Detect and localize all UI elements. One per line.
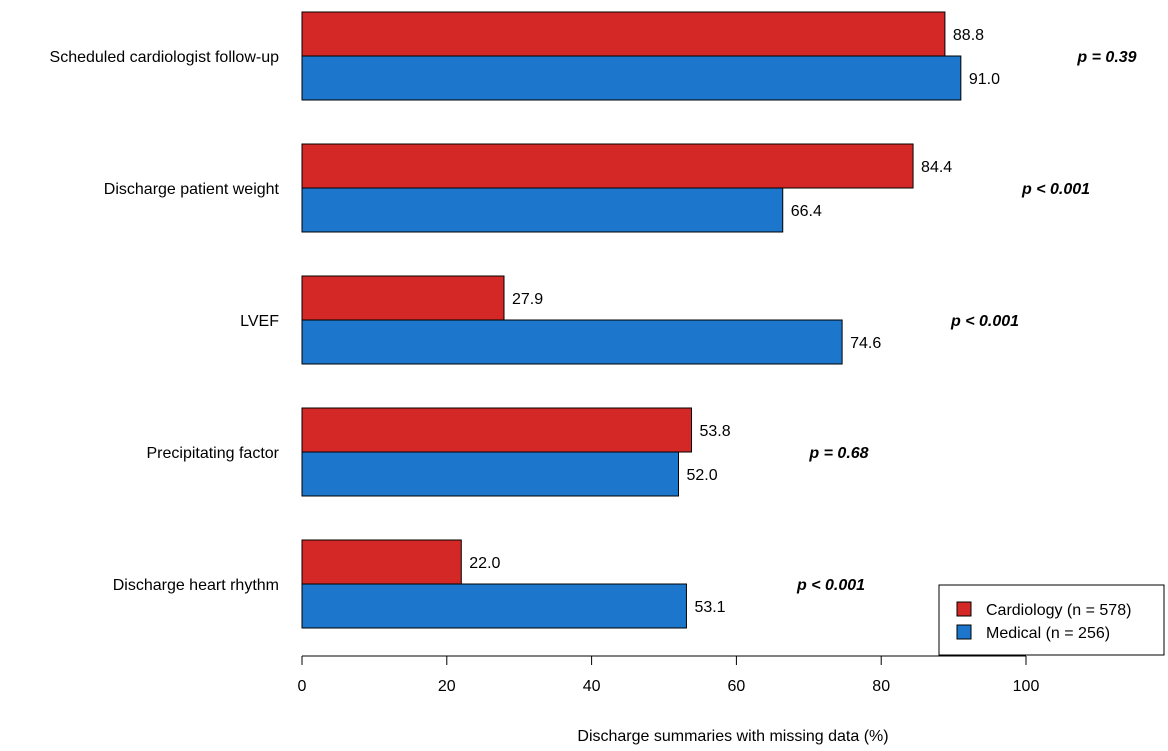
value-label: 53.1	[694, 599, 725, 616]
bar-medical	[301, 451, 679, 497]
x-tick-label: 60	[728, 678, 746, 695]
bar-cardiology	[301, 143, 914, 189]
x-tick-label: 100	[1013, 678, 1040, 695]
x-tick-label: 20	[438, 678, 456, 695]
value-label: 27.9	[512, 291, 543, 308]
bar-cardiology	[301, 11, 946, 57]
bar-medical	[301, 55, 962, 101]
p-value-labels: p = 0.39 p < 0.001 p < 0.001 p = 0.68 p < 0.…	[796, 49, 1137, 594]
legend-entry: Medical (n = 256)	[986, 625, 1110, 642]
value-label: 66.4	[791, 203, 822, 220]
bar-medical	[301, 187, 784, 233]
legend-box	[938, 584, 1165, 656]
p-value-label: p < 0.001	[796, 577, 865, 594]
bar-medical	[301, 319, 843, 365]
value-label: 88.8	[953, 27, 984, 44]
x-tick-label: 80	[872, 678, 890, 695]
legend-entry: Cardiology (n = 578)	[986, 602, 1131, 619]
legend-swatch	[956, 601, 972, 617]
category-labels: Scheduled cardiologist follow-up Discharg…	[50, 49, 280, 594]
bar-cardiology	[301, 407, 693, 453]
p-value-label: p < 0.001	[950, 313, 1019, 330]
legend: Cardiology (n = 578) Medical (n = 256)	[938, 584, 1165, 656]
category-label: Scheduled cardiologist follow-up	[50, 49, 280, 66]
category-label: Discharge heart rhythm	[113, 577, 279, 594]
legend-swatch	[956, 624, 972, 640]
category-label: Precipitating factor	[146, 445, 279, 462]
value-label: 22.0	[469, 555, 500, 572]
value-label: 52.0	[686, 467, 717, 484]
value-label: 53.8	[700, 423, 731, 440]
category-label: Discharge patient weight	[104, 181, 280, 198]
p-value-label: p < 0.001	[1021, 181, 1090, 198]
x-tick-label: 40	[583, 678, 601, 695]
bars-group	[301, 11, 962, 629]
bar-cardiology	[301, 539, 462, 585]
p-value-label: p = 0.39	[1076, 49, 1136, 66]
x-axis-title: Discharge summaries with missing data (%…	[577, 728, 888, 745]
value-labels: 88.8 91.0 84.4 66.4 27.9 74.6 53.8 52.0 22.0 53.1	[469, 27, 1000, 616]
category-label: LVEF	[240, 313, 279, 330]
x-axis: 0 20 40 60 80 100	[298, 655, 1040, 695]
bar-cardiology	[301, 275, 505, 321]
value-label: 91.0	[969, 71, 1000, 88]
value-label: 74.6	[850, 335, 881, 352]
bar-medical	[301, 583, 687, 629]
p-value-label: p = 0.68	[808, 445, 868, 462]
x-tick-label: 0	[298, 678, 307, 695]
value-label: 84.4	[921, 159, 952, 176]
